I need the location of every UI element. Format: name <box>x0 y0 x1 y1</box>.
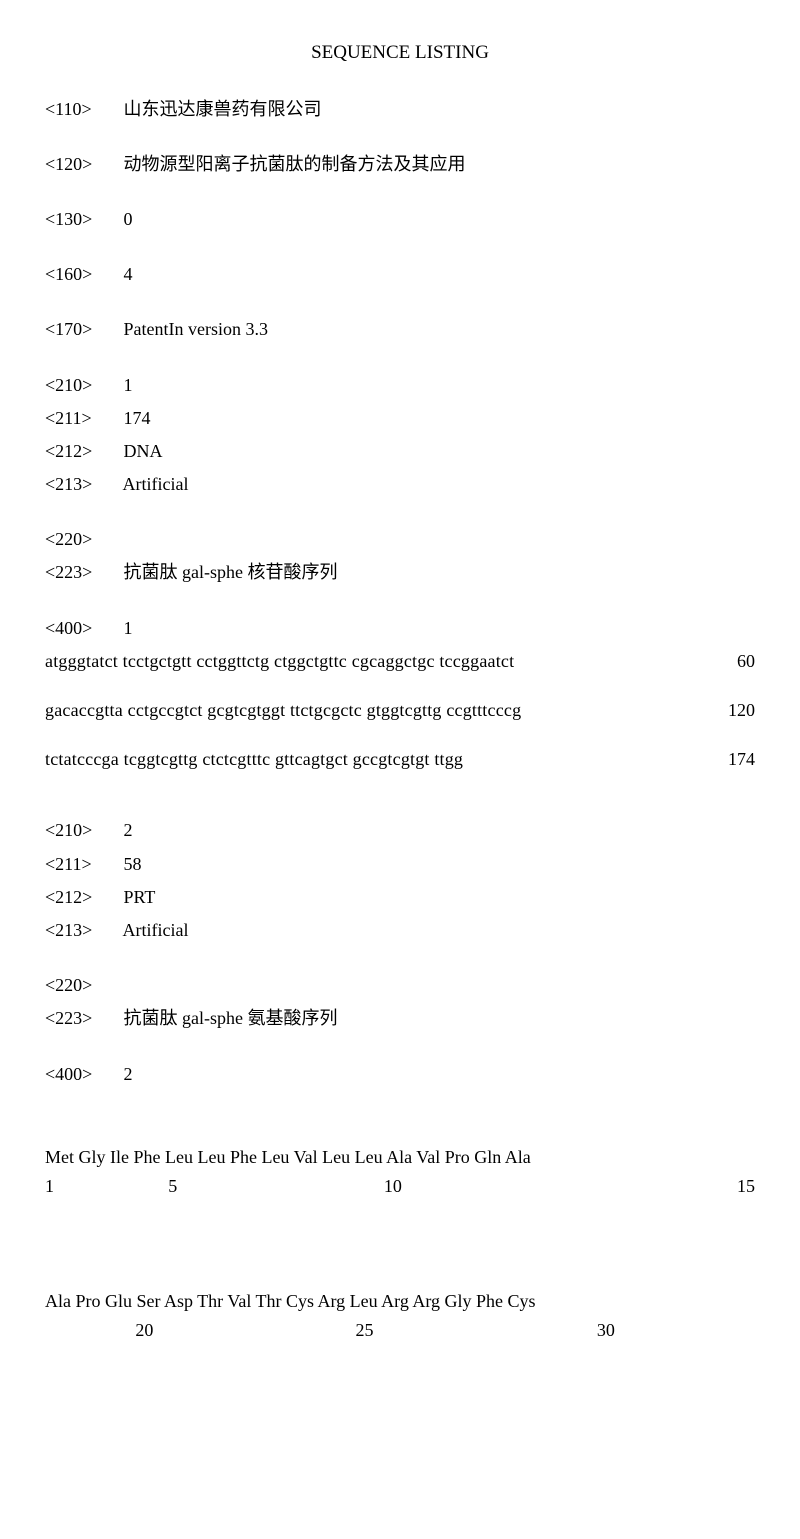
val-212: PRT <box>124 887 156 907</box>
seq-pos: 120 <box>698 698 755 723</box>
seq-pos: 60 <box>707 649 755 674</box>
seq2-220: <220> <box>45 973 755 998</box>
tag-220: <220> <box>45 527 110 552</box>
val-213: Artificial <box>123 920 189 940</box>
tag-130: <130> <box>45 207 110 232</box>
seq2-prt-row2-nums: 20 25 30 <box>45 1318 755 1343</box>
tag-160: <160> <box>45 262 110 287</box>
seq1-212: <212> DNA <box>45 439 755 464</box>
seq2-prt-row2: Ala Pro Glu Ser Asp Thr Val Thr Cys Arg … <box>45 1289 755 1314</box>
val-160: 4 <box>124 264 133 284</box>
seq1-line1: atgggtatct tcctgctgtt cctggttctg ctggctg… <box>45 649 755 674</box>
pos-30: 30 <box>485 1318 726 1343</box>
tag-170: <170> <box>45 317 110 342</box>
pos-15: 15 <box>514 1174 755 1199</box>
seq-text: tctatcccga tcggtcgttg ctctcgtttc gttcagt… <box>45 747 463 772</box>
tag-211: <211> <box>45 852 110 877</box>
tag-220: <220> <box>45 973 110 998</box>
page-title: SEQUENCE LISTING <box>45 40 755 67</box>
seq1-400: <400> 1 <box>45 616 755 641</box>
seq2-223: <223> 抗菌肽 gal-sphe 氨基酸序列 <box>45 1006 755 1031</box>
field-170: <170> PatentIn version 3.3 <box>45 317 755 342</box>
seq1-223: <223> 抗菌肽 gal-sphe 核苷酸序列 <box>45 560 755 585</box>
val-223: 抗菌肽 gal-sphe 核苷酸序列 <box>124 562 338 582</box>
val-211: 174 <box>124 408 151 428</box>
field-110: <110> 山东迅达康兽药有限公司 <box>45 97 755 122</box>
field-120: <120> 动物源型阳离子抗菌肽的制备方法及其应用 <box>45 152 755 177</box>
seq2-prt-row1: Met Gly Ile Phe Leu Leu Phe Leu Val Leu … <box>45 1145 755 1170</box>
seq-text: gacaccgtta cctgccgtct gcgtcgtggt ttctgcg… <box>45 698 521 723</box>
seq1-line3: tctatcccga tcggtcgttg ctctcgtttc gttcagt… <box>45 747 755 772</box>
val-211: 58 <box>124 854 142 874</box>
seq1-220: <220> <box>45 527 755 552</box>
seq1-211: <211> 174 <box>45 406 755 431</box>
val-110: 山东迅达康兽药有限公司 <box>124 99 322 119</box>
pos-20: 20 <box>45 1318 244 1343</box>
seq-text: atgggtatct tcctgctgtt cctggttctg ctggctg… <box>45 649 514 674</box>
seq-pos: 174 <box>698 747 755 772</box>
tag-400: <400> <box>45 616 110 641</box>
pos-1: 1 <box>45 1174 73 1199</box>
val-223: 抗菌肽 gal-sphe 氨基酸序列 <box>124 1008 338 1028</box>
tag-120: <120> <box>45 152 110 177</box>
pos-10: 10 <box>272 1174 513 1199</box>
val-120: 动物源型阳离子抗菌肽的制备方法及其应用 <box>124 154 466 174</box>
tag-110: <110> <box>45 97 110 122</box>
tag-213: <213> <box>45 918 110 943</box>
val-210: 1 <box>124 375 133 395</box>
val-130: 0 <box>124 209 133 229</box>
val-212: DNA <box>124 441 163 461</box>
seq2-400: <400> 2 <box>45 1062 755 1087</box>
tag-212: <212> <box>45 885 110 910</box>
pos-5: 5 <box>73 1174 272 1199</box>
seq2-211: <211> 58 <box>45 852 755 877</box>
tag-210: <210> <box>45 818 110 843</box>
tag-223: <223> <box>45 1006 110 1031</box>
tag-210: <210> <box>45 373 110 398</box>
seq1-line2: gacaccgtta cctgccgtct gcgtcgtggt ttctgcg… <box>45 698 755 723</box>
field-160: <160> 4 <box>45 262 755 287</box>
seq2-210: <210> 2 <box>45 818 755 843</box>
val-213: Artificial <box>123 474 189 494</box>
tag-223: <223> <box>45 560 110 585</box>
val-170: PatentIn version 3.3 <box>124 319 268 339</box>
tag-213: <213> <box>45 472 110 497</box>
pos-25: 25 <box>244 1318 485 1343</box>
tag-400: <400> <box>45 1062 110 1087</box>
tag-211: <211> <box>45 406 110 431</box>
seq2-213: <213> Artificial <box>45 918 755 943</box>
seq1-213: <213> Artificial <box>45 472 755 497</box>
val-210: 2 <box>124 820 133 840</box>
seq2-212: <212> PRT <box>45 885 755 910</box>
seq2-prt-row1-nums: 1 5 10 15 <box>45 1174 755 1199</box>
val-400: 2 <box>124 1064 133 1084</box>
val-400: 1 <box>124 618 133 638</box>
field-130: <130> 0 <box>45 207 755 232</box>
seq1-210: <210> 1 <box>45 373 755 398</box>
tag-212: <212> <box>45 439 110 464</box>
